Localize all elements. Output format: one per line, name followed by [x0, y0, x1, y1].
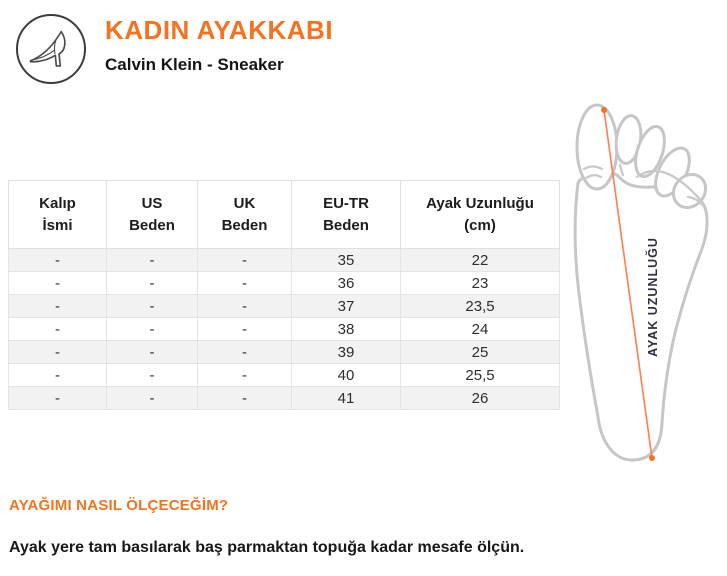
table-cell: -: [106, 294, 198, 318]
table-cell: -: [197, 386, 292, 410]
page-title: KADIN AYAKKABI: [105, 15, 334, 45]
foot-illustration: AYAK UZUNLUĞU: [573, 103, 709, 462]
measure-guide-instruction: Ayak yere tam basılarak baş parmaktan to…: [9, 539, 525, 556]
measure-start-dot: [601, 107, 607, 113]
foot-sole-outline: [573, 169, 709, 462]
table-cell: -: [106, 363, 198, 387]
table-cell: -: [8, 294, 107, 318]
header-row: Kalıp İsmi US Beden UK Beden EU-TR Beden Ayak Uz…: [8, 180, 560, 249]
table-cell: 24: [400, 317, 560, 341]
table-cell: 41: [291, 386, 401, 410]
table-row: - - -40 25,5: [8, 363, 560, 387]
table-cell: -: [106, 340, 198, 364]
table-cell: -: [106, 248, 198, 272]
table-cell: -: [8, 363, 107, 387]
table-row: - - -37 23,5: [8, 294, 560, 318]
table-cell: 40: [291, 363, 401, 387]
table-cell: 25: [400, 340, 560, 364]
category-icon-circle: [16, 14, 86, 84]
table-cell: 23: [400, 271, 560, 295]
table-row: - - -41 26: [8, 386, 560, 410]
table-cell: 38: [291, 317, 401, 341]
size-table-body: - - -35 22- - -36 23- - -37 23,5- - -38 24- - -39 25- - -…: [8, 248, 560, 410]
table-cell: 39: [291, 340, 401, 364]
size-table: Kalıp İsmi US Beden UK Beden EU-TR Beden Ayak Uz…: [8, 180, 560, 410]
table-cell: 26: [400, 386, 560, 410]
column-header: UK Beden: [197, 180, 292, 249]
measure-end-dot: [649, 455, 655, 461]
table-cell: -: [8, 340, 107, 364]
table-cell: -: [8, 386, 107, 410]
table-cell: -: [8, 271, 107, 295]
foot-length-label: AYAK UZUNLUĞU: [645, 237, 660, 357]
table-cell: -: [8, 317, 107, 341]
table-cell: -: [197, 340, 292, 364]
high-heel-shoe-icon: [29, 30, 66, 67]
table-row: - - -36 23: [8, 271, 560, 295]
table-cell: -: [197, 294, 292, 318]
table-cell: 23,5: [400, 294, 560, 318]
product-subtitle: Calvin Klein - Sneaker: [105, 55, 284, 74]
table-cell: -: [8, 248, 107, 272]
table-cell: -: [106, 271, 198, 295]
measure-guide-heading: AYAĞIMI NASIL ÖLÇECEĞİM?: [9, 497, 229, 514]
table-cell: 35: [291, 248, 401, 272]
table-cell: -: [197, 248, 292, 272]
table-cell: -: [106, 317, 198, 341]
table-cell: 22: [400, 248, 560, 272]
table-row: - - -38 24: [8, 317, 560, 341]
table-cell: 25,5: [400, 363, 560, 387]
foot-crease-lines: [582, 163, 708, 211]
column-header: Ayak Uzunluğu (cm): [400, 180, 560, 249]
table-cell: -: [106, 386, 198, 410]
measurement-line: [601, 107, 655, 461]
column-header: Kalıp İsmi: [8, 180, 107, 249]
table-cell: -: [197, 317, 292, 341]
table-cell: -: [197, 271, 292, 295]
table-cell: -: [197, 363, 292, 387]
table-row: - - -39 25: [8, 340, 560, 364]
table-cell: 36: [291, 271, 401, 295]
column-header: EU-TR Beden: [291, 180, 401, 249]
size-table-head: Kalıp İsmi US Beden UK Beden EU-TR Beden Ayak Uz…: [8, 180, 560, 249]
column-header: US Beden: [106, 180, 198, 249]
table-cell: 37: [291, 294, 401, 318]
table-row: - - -35 22: [8, 248, 560, 272]
